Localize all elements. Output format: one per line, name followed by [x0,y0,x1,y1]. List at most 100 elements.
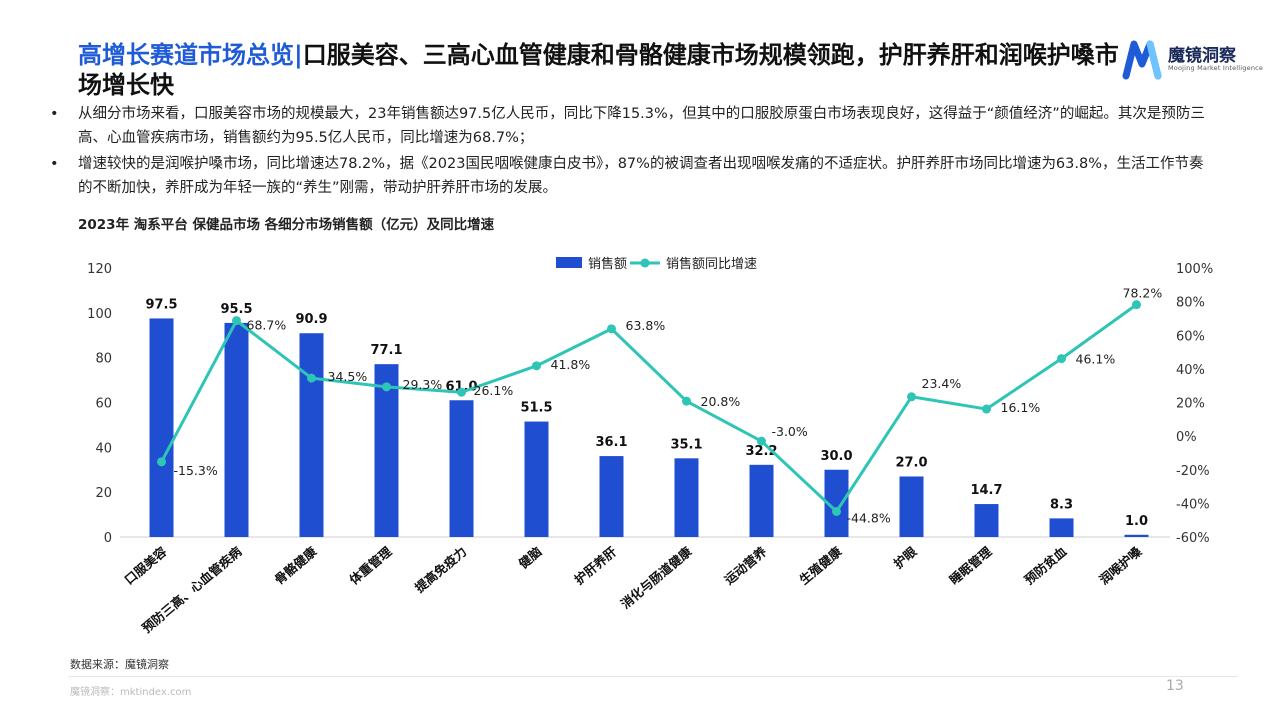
bar-value-label: 77.1 [370,343,402,358]
x-category-label: 口服美容 [121,543,169,587]
bar [299,333,324,537]
bar [449,400,474,537]
logo-m-icon [1122,40,1162,80]
x-category-label: 润喉护嗓 [1096,543,1144,587]
growth-value-label: 41.8% [551,357,591,372]
bar-value-label: 30.0 [820,449,852,464]
y-right-tick-label: 20% [1176,397,1205,412]
y-right-tick-label: 100% [1176,262,1213,277]
summary-bullets: • 从细分市场来看，口服美容市场的规模最大，23年销售额达97.5亿人民币，同比… [50,102,1210,202]
y-right-tick-label: 40% [1176,363,1205,378]
y-right-tick-label: -40% [1176,497,1210,512]
y-right-tick-label: -60% [1176,531,1210,546]
growth-value-label: 63.8% [626,318,666,333]
growth-point [757,436,766,446]
x-category-label: 运动营养 [721,543,769,587]
bar [899,476,924,537]
bar-value-label: 36.1 [595,435,627,450]
y-right-tick-label: -20% [1176,464,1210,479]
y-left-tick-label: 80 [95,352,112,367]
growth-value-label: 26.1% [474,383,514,398]
y-right-tick-label: 60% [1176,329,1205,344]
x-category-label: 睡眠管理 [946,543,994,587]
x-category-label: 预防贫血 [1021,543,1069,587]
bar [1049,518,1074,537]
bar-value-label: 90.9 [295,312,327,327]
brand-logo: 魔镜洞察 Moojing Market Intelligence [1120,38,1264,80]
growth-point [1132,300,1141,310]
legend-bar-swatch [556,257,582,268]
bar-value-label: 27.0 [895,455,927,470]
growth-value-label: 23.4% [922,376,962,391]
growth-point [307,373,316,383]
bar-value-label: 97.5 [145,297,177,312]
growth-point [1057,354,1066,364]
bar [524,421,549,537]
x-category-label: 护肝养肝 [571,543,619,587]
bar [674,458,699,537]
growth-value-label: 34.5% [328,369,368,384]
growth-value-label: -44.8% [847,510,891,525]
bar [1124,534,1149,537]
bar-value-label: 14.7 [970,483,1002,498]
growth-point [832,506,841,516]
y-left-tick-label: 100 [87,307,112,322]
legend-bar-label: 销售额 [588,256,627,272]
footer-text: 魔镜洞察：mktindex.com [70,687,192,698]
page-number: 13 [1166,678,1184,694]
x-category-label: 生殖健康 [796,543,844,587]
bullet-text: 从细分市场来看，口服美容市场的规模最大，23年销售额达97.5亿人民币，同比下降… [78,106,1205,146]
chart-title: 2023年 淘系平台 保健品市场 各细分市场销售额（亿元）及同比增速 [78,217,495,233]
page-title: 高增长赛道市场总览|口服美容、三高心血管健康和骨骼健康市场规模领跑，护肝养肝和润… [78,40,1128,100]
y-left-tick-label: 0 [104,531,112,546]
y-left-tick-label: 20 [95,486,112,501]
title-rest: 口服美容、三高心血管健康和骨骼健康市场规模领跑，护肝养肝和润喉护嗓市场增长快 [78,41,1119,99]
growth-point [907,392,916,402]
growth-point [382,382,391,392]
x-category-label: 提高免疫力 [412,544,470,596]
bar [224,322,249,537]
legend-line-marker [640,258,650,268]
growth-line [160,303,1138,513]
growth-point [232,316,241,326]
footer-divider [68,676,1238,677]
x-category-label: 护眼 [891,543,920,571]
bar [374,364,399,537]
growth-point [532,361,541,371]
x-category-label: 骨骼健康 [271,543,319,587]
growth-point [607,324,616,334]
bar [749,464,774,537]
logo-name: 魔镜洞察 [1168,46,1236,66]
growth-point [682,396,691,406]
growth-value-label: 46.1% [1076,352,1116,367]
title-separator: | [294,41,303,69]
bar [599,456,624,537]
bullet-dot: • [50,156,59,172]
growth-point [457,387,466,397]
y-right-tick-label: 0% [1176,430,1197,445]
bar [974,504,999,537]
growth-value-label: 16.1% [1001,400,1041,415]
data-source: 数据来源：魔镜洞察 [70,658,169,671]
bar [149,318,174,537]
legend-line-label: 销售额同比增速 [666,256,757,272]
growth-value-label: 78.2% [1123,286,1163,301]
growth-point [982,404,991,414]
y-right-tick-label: 80% [1176,296,1205,311]
growth-value-label: -15.3% [174,463,218,478]
growth-value-label: 20.8% [701,394,741,409]
x-category-label: 体重管理 [346,543,394,587]
y-left-tick-label: 40 [95,441,112,456]
growth-point [157,457,166,467]
bullet-item: • 从细分市场来看，口服美容市场的规模最大，23年销售额达97.5亿人民币，同比… [50,102,1210,150]
x-category-label: 消化与肠道健康 [618,543,695,611]
growth-value-label: -3.0% [772,424,808,439]
bullet-text: 增速较快的是润喉护嗓市场，同比增速达78.2%，据《2023国民咽喉健康白皮书》… [78,156,1204,196]
logo-tagline: Moojing Market Intelligence [1168,64,1264,72]
bullet-dot: • [50,106,59,122]
bar-value-label: 51.5 [520,401,552,416]
bar-value-label: 35.1 [670,437,702,452]
growth-value-label: 29.3% [403,377,443,392]
bar-value-label: 95.5 [220,302,252,317]
